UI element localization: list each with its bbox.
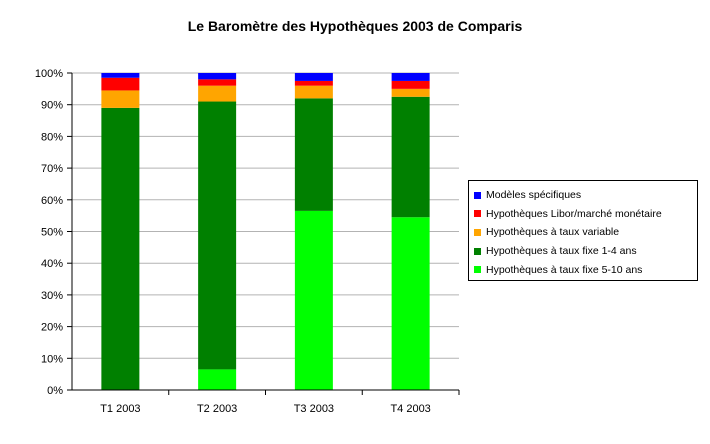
legend-swatch: [474, 210, 481, 218]
bar-segment: [391, 73, 430, 81]
x-tick-label: T3 2003: [294, 403, 334, 415]
legend-label: Hypothèques à taux fixe 5-10 ans: [486, 263, 643, 276]
legend-label: Hypothèques Libor/marché monétaire: [486, 207, 662, 220]
y-tick-label: 0%: [47, 385, 63, 397]
x-tick-label: T2 2003: [197, 403, 237, 415]
chart-title: Le Baromètre des Hypothèques 2003 de Com…: [187, 18, 523, 34]
y-tick-label: 50%: [41, 227, 63, 239]
legend-label: Hypothèques à taux variable: [486, 226, 620, 239]
y-tick-label: 80%: [41, 131, 63, 143]
bar-segment: [294, 85, 333, 99]
bar-segment: [294, 210, 333, 390]
chart-legend: Modèles spécifiques Hypothèques Libor/mar…: [468, 180, 698, 281]
y-tick-label: 90%: [41, 100, 63, 112]
bar-segment: [101, 90, 140, 108]
legend-swatch: [474, 247, 481, 255]
legend-item: Hypothèques à taux variable: [474, 223, 697, 242]
y-tick-label: 10%: [41, 353, 63, 365]
bar-segment: [101, 73, 140, 78]
bar-segment: [294, 98, 333, 211]
legend-label: Hypothèques à taux fixe 1-4 ans: [486, 245, 637, 258]
bar-segment: [391, 88, 430, 97]
y-tick-label: 60%: [41, 195, 63, 207]
y-tick-label: 100%: [35, 68, 63, 80]
x-tick-label: T4 2003: [390, 403, 430, 415]
bar-segment: [198, 101, 237, 370]
y-tick-label: 20%: [41, 322, 63, 334]
bar-segment: [198, 369, 237, 390]
bar-segment: [198, 79, 237, 86]
y-tick-label: 40%: [41, 258, 63, 270]
legend-item: Hypothèques à taux fixe 1-4 ans: [474, 242, 697, 261]
bar-segment: [198, 73, 237, 80]
legend-label: Modèles spécifiques: [486, 189, 582, 202]
legend-swatch: [474, 191, 481, 199]
bar-segment: [294, 80, 333, 86]
bar-segment: [198, 85, 237, 102]
bar-segment: [101, 107, 140, 391]
legend-swatch: [474, 228, 481, 236]
bar-segment: [391, 217, 430, 390]
y-tick-label: 30%: [41, 290, 63, 302]
legend-item: Hypothèques à taux fixe 5-10 ans: [474, 260, 697, 279]
bar-segment: [391, 96, 430, 218]
bar-segment: [101, 77, 140, 91]
x-tick-label: T1 2003: [100, 403, 140, 415]
legend-item: Modèles spécifiques: [474, 186, 697, 205]
legend-swatch: [474, 266, 481, 274]
bar-segment: [294, 73, 333, 81]
bar-segment: [391, 80, 430, 89]
legend-item: Hypothèques Libor/marché monétaire: [474, 205, 697, 224]
y-tick-label: 70%: [41, 163, 63, 175]
